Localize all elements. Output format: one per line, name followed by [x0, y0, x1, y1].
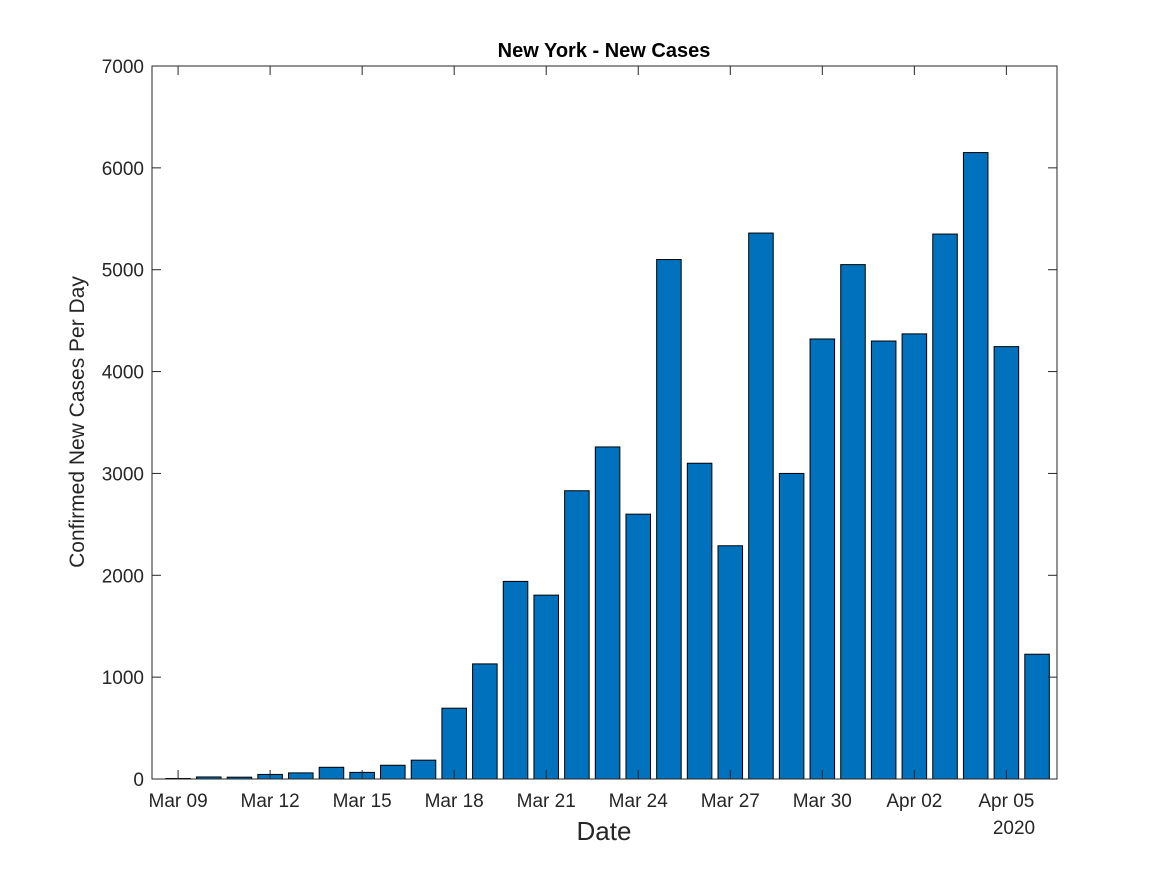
ticks-layer: 0 1000 2000 3000 4000 5000 6000 7000 Mar 09 Mar 1…: [102, 57, 1057, 812]
axes-box: [151, 65, 1058, 780]
bar-mar-29: [778, 472, 805, 780]
y-axis-label: Confirmed New Cases Per Day: [66, 276, 89, 568]
bars-layer: [165, 152, 1050, 780]
x-tick-label: Mar 24: [609, 791, 669, 812]
x-tick-label: Apr 05: [978, 791, 1034, 812]
y-tick-label: 5000: [102, 261, 144, 282]
bar-mar-31: [840, 264, 866, 780]
x-tick-label: Mar 12: [241, 791, 300, 812]
x-tick-label: Mar 21: [517, 791, 576, 812]
bar-mar-13: [288, 772, 314, 780]
bar-mar-16: [380, 764, 406, 780]
bar-mar-21: [533, 594, 559, 780]
bar-mar-25: [656, 259, 682, 780]
x-tick-label: Apr 02: [886, 791, 942, 812]
y-tick-label: 2000: [102, 566, 144, 587]
bar-apr-06: [1024, 653, 1050, 780]
chart-title: New York - New Cases: [498, 40, 711, 62]
bar-mar-28: [748, 232, 774, 780]
x-axis-year-label: 2020: [993, 818, 1035, 839]
bar-mar-26: [686, 462, 713, 780]
bar-apr-02: [901, 333, 928, 780]
bar-mar-14: [318, 766, 345, 780]
y-tick-label: 4000: [102, 363, 144, 384]
x-tick-label: Mar 15: [333, 791, 392, 812]
bar-mar-18: [441, 707, 467, 780]
bar-mar-17: [410, 759, 437, 780]
y-tick-label: 7000: [102, 57, 144, 78]
bar-apr-03: [932, 233, 958, 780]
bar-mar-22: [564, 490, 590, 780]
x-axis-label: Date: [577, 816, 632, 846]
y-tick-label: 0: [133, 770, 144, 791]
x-tick-label: Mar 18: [425, 791, 484, 812]
bar-apr-05: [993, 346, 1020, 780]
bar-apr-04: [962, 152, 989, 780]
bar-apr-01: [870, 340, 897, 780]
y-tick-label: 6000: [102, 159, 144, 180]
bar-mar-27: [717, 545, 744, 780]
x-tick-label: Mar 27: [701, 791, 760, 812]
bar-mar-30: [809, 338, 836, 780]
y-tick-label: 3000: [102, 464, 144, 485]
bar-mar-24: [625, 513, 652, 780]
bar-mar-20: [502, 580, 529, 780]
y-tick-label: 1000: [102, 668, 144, 689]
x-tick-label: Mar 30: [793, 791, 852, 812]
x-tick-label: Mar 09: [149, 791, 208, 812]
bar-mar-23: [594, 446, 621, 780]
bar-mar-19: [472, 663, 498, 780]
